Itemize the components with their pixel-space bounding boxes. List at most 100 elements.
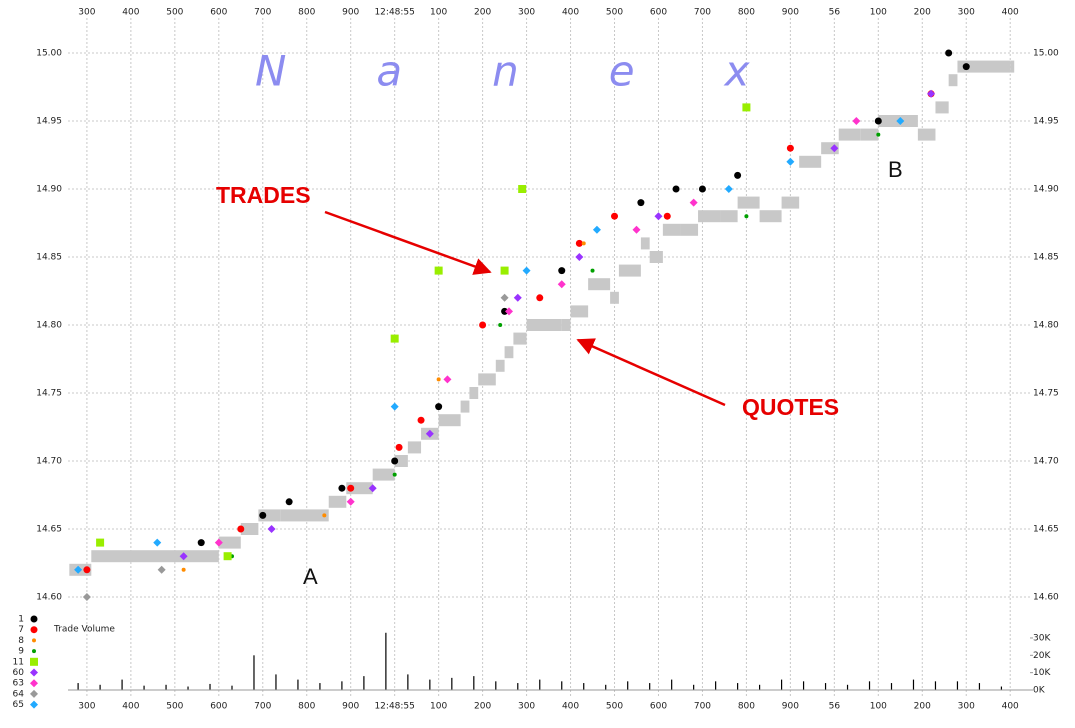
trade bbox=[181, 567, 186, 572]
trade bbox=[267, 525, 276, 533]
trade bbox=[338, 484, 346, 492]
trade bbox=[611, 212, 619, 220]
x-tick-label: 300 bbox=[518, 8, 535, 18]
trade bbox=[734, 171, 742, 179]
quote bbox=[495, 359, 505, 372]
trade bbox=[96, 538, 105, 547]
trade bbox=[346, 497, 355, 506]
quote bbox=[781, 196, 800, 209]
trade bbox=[786, 157, 795, 166]
trade bbox=[479, 321, 487, 329]
quote bbox=[878, 115, 901, 127]
trade bbox=[536, 294, 544, 302]
trade bbox=[392, 472, 397, 477]
x-tick-label: 400 bbox=[1002, 8, 1019, 18]
trade bbox=[425, 429, 434, 438]
x-tick-label: 300 bbox=[958, 8, 975, 18]
x-tick-label: 600 bbox=[210, 8, 227, 18]
y-tick-label: 14.90 bbox=[1033, 185, 1059, 195]
trade bbox=[742, 103, 751, 112]
quote bbox=[504, 346, 514, 359]
trade bbox=[852, 117, 861, 125]
arrow bbox=[576, 338, 726, 407]
trade bbox=[558, 267, 566, 275]
trade bbox=[197, 539, 205, 547]
x-tick-label: 600 bbox=[210, 702, 227, 712]
quote bbox=[649, 251, 663, 263]
trade bbox=[417, 416, 425, 424]
trade bbox=[259, 511, 267, 519]
quote bbox=[618, 264, 641, 277]
legend-label: 60 bbox=[13, 668, 25, 678]
y-tick-label: 15.00 bbox=[1033, 49, 1059, 59]
quote bbox=[860, 128, 879, 141]
quote bbox=[935, 101, 949, 114]
quote bbox=[640, 237, 650, 250]
trade bbox=[237, 525, 245, 533]
y-tick-label: 15.00 bbox=[36, 49, 62, 59]
x-tick-label: 400 bbox=[562, 8, 579, 18]
x-tick-label: 400 bbox=[122, 8, 139, 18]
trade bbox=[501, 307, 509, 315]
x-tick-label: 800 bbox=[298, 702, 315, 712]
x-tick-label: 300 bbox=[78, 702, 95, 712]
y-tick-label: 14.80 bbox=[1033, 321, 1059, 331]
trade bbox=[786, 144, 794, 152]
legend-label: 9 bbox=[18, 647, 24, 657]
x-tick-label: 12:48:55 bbox=[374, 8, 414, 18]
annotation: QUOTES bbox=[742, 394, 839, 420]
legend-marker bbox=[32, 649, 36, 654]
trade bbox=[518, 185, 527, 193]
trade bbox=[434, 266, 443, 275]
trade bbox=[500, 293, 509, 302]
trade bbox=[435, 403, 443, 411]
legend-label: 7 bbox=[18, 625, 24, 635]
volume-tick-label: 10K bbox=[1033, 668, 1051, 678]
quote bbox=[900, 115, 918, 127]
trade bbox=[500, 266, 509, 275]
trade bbox=[322, 513, 327, 518]
x-tick-label: 300 bbox=[518, 702, 535, 712]
x-tick-label: 100 bbox=[870, 702, 887, 712]
trade bbox=[896, 117, 905, 125]
trade bbox=[395, 443, 403, 451]
y-tick-label: 14.65 bbox=[36, 525, 62, 535]
x-tick-label: 500 bbox=[606, 702, 623, 712]
quote bbox=[737, 196, 760, 209]
quote bbox=[394, 455, 408, 467]
trade bbox=[522, 266, 531, 275]
quote bbox=[478, 373, 496, 386]
x-tick-label: 900 bbox=[342, 702, 359, 712]
trade bbox=[391, 457, 399, 465]
trade bbox=[498, 323, 503, 327]
x-tick-label: 12:48:55 bbox=[374, 702, 414, 712]
x-tick-label: 400 bbox=[562, 702, 579, 712]
x-tick-label: 800 bbox=[738, 8, 755, 18]
x-tick-label: 200 bbox=[474, 702, 491, 712]
x-tick-label: 300 bbox=[78, 8, 95, 18]
grid bbox=[68, 18, 1030, 696]
quote bbox=[407, 441, 422, 454]
x-tick-label: 800 bbox=[298, 8, 315, 18]
trade bbox=[513, 293, 522, 302]
y-tick-label: 14.70 bbox=[36, 457, 62, 467]
y-tick-label: 14.80 bbox=[36, 321, 62, 331]
quote bbox=[218, 536, 241, 549]
trade bbox=[157, 565, 166, 574]
volume-tick-label: 0K bbox=[1033, 686, 1046, 696]
y-tick-label: 14.75 bbox=[1033, 389, 1059, 399]
legend-marker bbox=[30, 689, 38, 698]
trade bbox=[179, 552, 188, 561]
y-tick-label: 14.95 bbox=[1033, 117, 1059, 127]
x-tick-label: 500 bbox=[166, 702, 183, 712]
x-tick-label: 600 bbox=[650, 8, 667, 18]
trade bbox=[390, 402, 399, 411]
legend-label: 1 bbox=[18, 615, 24, 625]
x-tick-label: 300 bbox=[958, 702, 975, 712]
quote bbox=[838, 128, 861, 141]
y-tick-label: 14.85 bbox=[36, 253, 62, 263]
legend-label: 8 bbox=[18, 636, 24, 646]
trade bbox=[698, 185, 706, 193]
trade bbox=[83, 566, 91, 574]
